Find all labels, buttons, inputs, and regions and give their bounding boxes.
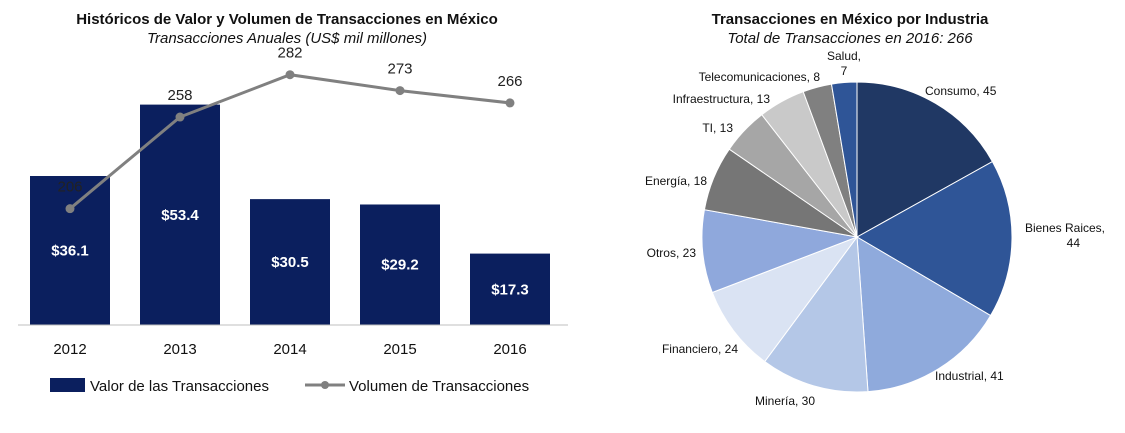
x-tick-2016: 2016 (493, 341, 526, 358)
pie-label-financiero: Financiero, 24 (662, 342, 738, 356)
pie-label-ti: TI, 13 (702, 121, 733, 135)
x-tick-2015: 2015 (383, 341, 416, 358)
pie-slice-minera (764, 235, 869, 393)
bar-value-label-2013: $53.4 (161, 207, 199, 224)
bar-2014 (250, 199, 330, 325)
pie-label-telecomunicaciones: Telecomunicaciones, 8 (699, 70, 821, 84)
bar-2012 (30, 176, 110, 325)
pie-label-salud: Salud, 7 (827, 49, 861, 78)
volume-point-2015 (395, 86, 405, 96)
pie-slice-industrial (856, 236, 992, 393)
pie-labels: Consumo, 45 Bienes Raices, 44 Industrial, 4… (645, 49, 1105, 408)
pie-label-infraestructura: Infraestructura, 13 (673, 92, 771, 106)
legend-marker-volumen (321, 381, 329, 389)
x-tick-2013: 2013 (163, 341, 196, 358)
pie-label-bienesraices: Bienes Raices, 44 (1025, 221, 1105, 250)
pie-label-consumo: Consumo, 45 (925, 84, 997, 98)
pie-label-minera: Minería, 30 (755, 394, 815, 408)
bar-value-label-2015: $29.2 (381, 257, 419, 274)
bar-chart-subtitle: Transacciones Anuales (US$ mil millones) (147, 30, 427, 47)
legend-label-valor: Valor de las Transacciones (90, 378, 269, 395)
bar-value-label-2014: $30.5 (271, 254, 309, 271)
volume-label-2016: 266 (497, 73, 522, 90)
legend-label-volumen: Volumen de Transacciones (349, 378, 529, 395)
volume-label-2015: 273 (387, 61, 412, 78)
volume-label-2012: 206 (57, 179, 82, 196)
x-axis-ticks: 2012 2013 2014 2015 2016 (53, 341, 526, 358)
pie-slice-financiero (711, 235, 859, 363)
pie-slice-salud (830, 81, 858, 238)
pie-chart-title: Transacciones en México por Industria (712, 11, 989, 28)
bar-series: $36.1 $53.4 $30.5 $29.2 $17.3 (30, 104, 550, 325)
pie-chart-subtitle: Total de Transacciones en 2016: 266 (727, 30, 973, 47)
pie-slice-consumo (856, 81, 994, 238)
bar-value-label-2012: $36.1 (51, 243, 89, 260)
bar-chart-legend: Valor de las Transacciones Volumen de Tr… (50, 378, 529, 395)
x-tick-2012: 2012 (53, 341, 86, 358)
pie-slice-bienesraices (855, 160, 1013, 317)
volume-label-2013: 258 (167, 87, 192, 104)
volume-point-2016 (505, 98, 515, 108)
legend-swatch-valor (50, 378, 85, 392)
volume-line-series: 206 258 282 273 266 (57, 45, 523, 214)
volume-point-2013 (175, 112, 185, 122)
bar-2016 (470, 253, 550, 325)
pie-slices (701, 81, 1013, 393)
pie-label-otros: Otros, 23 (647, 246, 697, 260)
volume-point-2014 (285, 70, 295, 80)
bar-2015 (360, 204, 440, 325)
pie-label-industrial: Industrial, 41 (935, 369, 1004, 383)
volume-label-2014: 282 (277, 45, 302, 62)
bar-value-label-2016: $17.3 (491, 281, 529, 298)
pie-label-energa: Energía, 18 (645, 174, 707, 188)
volume-line (69, 73, 511, 210)
volume-point-2012 (65, 204, 75, 214)
x-tick-2014: 2014 (273, 341, 306, 358)
bar-chart-title: Históricos de Valor y Volumen de Transac… (76, 11, 498, 28)
bar-2013 (140, 104, 220, 325)
